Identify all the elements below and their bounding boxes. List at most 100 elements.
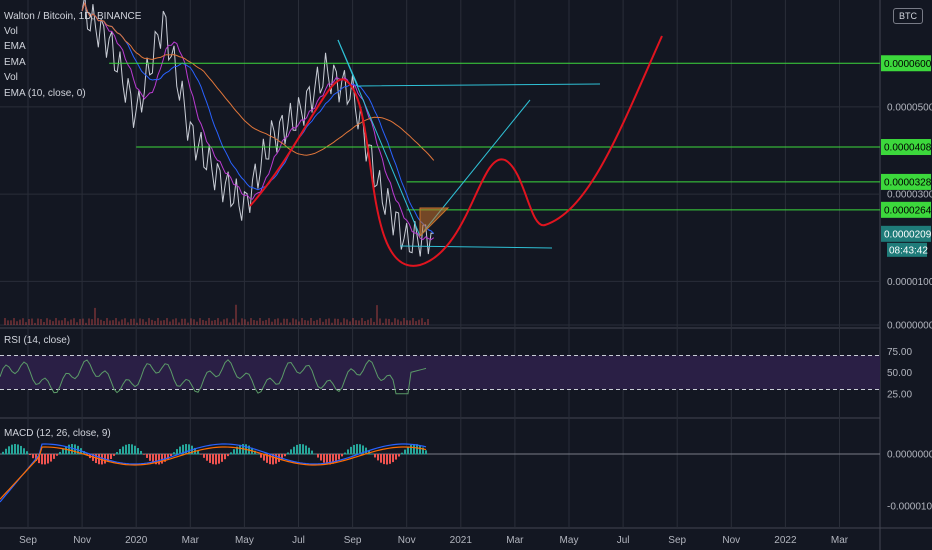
volume-bar bbox=[400, 321, 402, 325]
ema-line-slow[interactable] bbox=[81, 1, 435, 161]
volume-bar bbox=[343, 318, 345, 325]
volume-bar bbox=[187, 322, 189, 325]
x-tick-label: Mar bbox=[831, 535, 849, 546]
volume-bar bbox=[25, 322, 27, 325]
macd-histogram-bar bbox=[359, 444, 361, 455]
volume-bar bbox=[85, 322, 87, 325]
macd-histogram-bar bbox=[260, 454, 262, 458]
macd-histogram-bar bbox=[344, 452, 346, 455]
volume-bar bbox=[28, 318, 30, 325]
volume-bar bbox=[184, 318, 186, 325]
price-series-line[interactable] bbox=[81, 0, 434, 257]
volume-bar bbox=[19, 319, 21, 325]
ema-line-mid[interactable] bbox=[81, 1, 435, 234]
timer-box bbox=[887, 242, 927, 257]
rsi-line[interactable] bbox=[0, 359, 427, 395]
x-tick-label: May bbox=[235, 535, 254, 546]
volume-bar bbox=[358, 320, 360, 325]
macd-histogram-bar bbox=[299, 444, 301, 455]
macd-signal-line[interactable] bbox=[0, 446, 427, 500]
macd-histogram-bar bbox=[32, 454, 34, 459]
volume-bar bbox=[259, 318, 261, 325]
cyan-trend-line[interactable] bbox=[337, 39, 421, 237]
macd-histogram-bar bbox=[20, 445, 22, 455]
macd-histogram-bar bbox=[422, 447, 424, 455]
price-panel[interactable] bbox=[4, 0, 880, 325]
current-price-box bbox=[881, 225, 931, 242]
macd-histogram-bar bbox=[380, 454, 382, 463]
x-tick-label: 2021 bbox=[450, 535, 473, 546]
projection-curve[interactable] bbox=[249, 35, 663, 267]
macd-histogram-bar bbox=[257, 453, 259, 455]
macd-histogram-bar bbox=[14, 444, 16, 455]
indicator-ema10-label[interactable]: EMA (10, close, 0) bbox=[4, 88, 86, 99]
macd-histogram-bar bbox=[212, 454, 214, 465]
macd-histogram-bar bbox=[272, 454, 274, 465]
macd-histogram-bar bbox=[347, 449, 349, 455]
macd-histogram-bar bbox=[329, 454, 331, 465]
macd-histogram-bar bbox=[38, 454, 40, 464]
macd-histogram-bar bbox=[203, 454, 205, 458]
level-label: 0.0000600 bbox=[884, 59, 932, 70]
volume-bar bbox=[73, 318, 75, 325]
volume-bar bbox=[421, 318, 423, 325]
volume-bar bbox=[175, 318, 177, 325]
target-triangle[interactable] bbox=[419, 207, 450, 238]
volume-bar bbox=[115, 318, 117, 325]
macd-histogram-bar bbox=[326, 454, 328, 465]
indicator-ema-label[interactable]: EMA bbox=[4, 41, 26, 52]
currency-badge[interactable]: BTC bbox=[893, 8, 923, 24]
macd-histogram-bar bbox=[293, 446, 295, 455]
volume-bar bbox=[139, 318, 141, 325]
indicator-vol-label[interactable]: Vol bbox=[4, 26, 18, 37]
ema-line-fast[interactable] bbox=[81, 1, 435, 241]
volume-bar bbox=[253, 320, 255, 325]
macd-histogram-bar bbox=[236, 446, 238, 455]
volume-bar bbox=[241, 318, 243, 325]
macd-histogram-bar bbox=[155, 454, 157, 465]
macd-histogram-bar bbox=[83, 451, 85, 455]
rsi-band bbox=[0, 355, 880, 390]
macd-histogram-bar bbox=[218, 454, 220, 464]
x-tick-label: Sep bbox=[19, 535, 37, 546]
macd-line[interactable] bbox=[0, 443, 427, 503]
volume-bar bbox=[145, 321, 147, 325]
macd-histogram-bar bbox=[317, 454, 319, 458]
volume-bar bbox=[61, 320, 63, 325]
macd-histogram-bar bbox=[398, 454, 400, 457]
volume-bar bbox=[169, 321, 171, 325]
volume-bar bbox=[52, 321, 54, 325]
volume-bar bbox=[250, 318, 252, 325]
indicator-vol-label-2[interactable]: Vol bbox=[4, 72, 18, 83]
rsi-panel[interactable]: RSI (14, close) bbox=[0, 335, 880, 395]
volume-bar bbox=[55, 318, 57, 325]
macd-histogram-bar bbox=[407, 446, 409, 455]
volume-bar bbox=[286, 318, 288, 325]
volume-bar bbox=[178, 322, 180, 325]
volume-bar bbox=[238, 322, 240, 325]
macd-histogram-bar bbox=[152, 454, 154, 463]
macd-histogram-bar bbox=[425, 450, 427, 455]
macd-histogram-bar bbox=[227, 454, 229, 457]
macd-histogram-bar bbox=[164, 454, 166, 462]
macd-histogram-bar bbox=[146, 454, 148, 458]
volume-bar bbox=[280, 322, 282, 325]
volume-bar bbox=[352, 318, 354, 325]
y-tick-label: 0.0000000 bbox=[887, 321, 932, 332]
macd-histogram-bar bbox=[239, 444, 241, 455]
volume-bar bbox=[64, 318, 66, 325]
macd-panel[interactable]: MACD (12, 26, close, 9) bbox=[0, 428, 880, 503]
volume-bar bbox=[232, 318, 234, 325]
cyan-trend-line[interactable] bbox=[399, 245, 553, 249]
volume-bar bbox=[205, 320, 207, 325]
macd-histogram-bar bbox=[341, 454, 343, 457]
x-tick-label: 2020 bbox=[125, 535, 148, 546]
indicator-ema-label-2[interactable]: EMA bbox=[4, 57, 26, 68]
macd-histogram-bar bbox=[230, 452, 232, 455]
macd-histogram-bar bbox=[323, 454, 325, 463]
volume-bar bbox=[160, 320, 162, 325]
x-tick-label: Nov bbox=[722, 535, 740, 546]
macd-histogram-bar bbox=[320, 454, 322, 461]
macd-histogram-bar bbox=[332, 454, 334, 464]
